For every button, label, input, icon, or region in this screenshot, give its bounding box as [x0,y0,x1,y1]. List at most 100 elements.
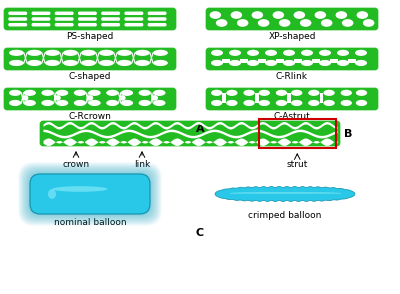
Bar [222,93,226,103]
Ellipse shape [117,60,132,66]
Ellipse shape [229,60,241,66]
Bar [222,59,230,63]
Ellipse shape [294,11,305,19]
Ellipse shape [139,90,151,96]
Ellipse shape [121,90,133,96]
Ellipse shape [81,50,96,56]
Text: C-Astrut: C-Astrut [274,112,310,121]
FancyBboxPatch shape [78,17,97,21]
Ellipse shape [54,95,61,101]
FancyBboxPatch shape [78,23,97,26]
Bar [348,59,356,63]
Ellipse shape [291,90,302,96]
FancyBboxPatch shape [124,17,143,21]
Ellipse shape [88,90,101,96]
Ellipse shape [356,100,367,106]
Ellipse shape [52,186,108,192]
Ellipse shape [63,50,78,56]
Ellipse shape [74,90,86,96]
Text: nominal balloon: nominal balloon [54,218,126,227]
Bar [258,59,266,63]
Ellipse shape [319,50,331,56]
FancyBboxPatch shape [55,11,74,15]
Ellipse shape [99,60,114,66]
Ellipse shape [258,19,270,27]
Bar [240,59,248,63]
FancyBboxPatch shape [40,121,340,146]
FancyBboxPatch shape [101,23,120,26]
FancyBboxPatch shape [4,88,176,110]
Ellipse shape [252,11,263,19]
Ellipse shape [337,60,349,66]
Ellipse shape [56,90,68,96]
Ellipse shape [356,11,368,19]
Ellipse shape [117,50,132,56]
Ellipse shape [88,100,101,106]
Ellipse shape [244,90,255,96]
Ellipse shape [341,90,352,96]
Ellipse shape [283,50,295,56]
Bar [312,59,320,63]
Ellipse shape [355,50,367,56]
Ellipse shape [211,100,222,106]
Text: PS-shaped: PS-shaped [66,32,114,41]
Text: crimped balloon: crimped balloon [248,211,322,220]
Ellipse shape [153,100,166,106]
Ellipse shape [9,90,21,96]
FancyBboxPatch shape [206,88,378,110]
Ellipse shape [259,100,270,106]
FancyBboxPatch shape [8,23,27,26]
FancyBboxPatch shape [148,11,166,15]
Ellipse shape [276,100,287,106]
Ellipse shape [324,100,335,106]
FancyBboxPatch shape [8,17,27,21]
FancyBboxPatch shape [32,23,50,26]
Ellipse shape [301,50,313,56]
Ellipse shape [210,11,221,19]
Ellipse shape [153,50,168,56]
Ellipse shape [63,60,78,66]
Text: A: A [196,124,204,134]
Ellipse shape [229,50,241,56]
FancyBboxPatch shape [55,23,74,26]
Ellipse shape [135,60,150,66]
Text: C-shaped: C-shaped [69,72,111,81]
FancyBboxPatch shape [4,8,176,30]
Ellipse shape [276,90,287,96]
Ellipse shape [24,100,36,106]
Ellipse shape [121,100,133,106]
Bar [294,59,302,63]
Ellipse shape [211,90,222,96]
Ellipse shape [244,100,255,106]
Bar [330,59,338,63]
Ellipse shape [22,95,28,101]
Bar [259,119,336,148]
Ellipse shape [45,50,60,56]
Ellipse shape [226,90,238,96]
Ellipse shape [45,60,60,66]
Ellipse shape [27,60,42,66]
Ellipse shape [48,189,56,199]
Text: XP-shaped: XP-shaped [268,32,316,41]
Ellipse shape [265,50,277,56]
Ellipse shape [24,90,36,96]
Ellipse shape [272,11,284,19]
Ellipse shape [308,90,320,96]
Bar [255,93,259,103]
FancyBboxPatch shape [206,8,378,30]
Ellipse shape [42,90,54,96]
FancyBboxPatch shape [4,48,176,70]
Ellipse shape [301,60,313,66]
Text: C: C [196,228,204,238]
Ellipse shape [9,100,21,106]
Ellipse shape [308,100,320,106]
Ellipse shape [336,11,347,19]
FancyBboxPatch shape [148,23,166,26]
Ellipse shape [300,19,312,27]
Ellipse shape [74,100,86,106]
Ellipse shape [247,60,259,66]
Ellipse shape [363,19,374,27]
Ellipse shape [319,60,331,66]
Ellipse shape [87,95,93,101]
FancyBboxPatch shape [78,11,97,15]
